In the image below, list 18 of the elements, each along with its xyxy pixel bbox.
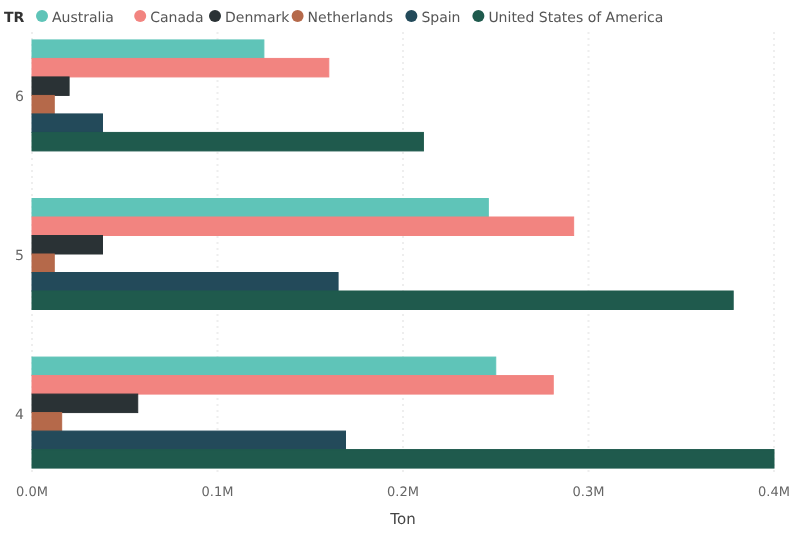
bar xyxy=(31,113,103,133)
bar xyxy=(31,76,70,96)
bar xyxy=(31,57,330,78)
bar xyxy=(31,235,103,255)
bar xyxy=(31,39,265,59)
bar xyxy=(31,272,339,292)
bar xyxy=(31,216,575,236)
bar xyxy=(31,290,734,310)
bar xyxy=(31,449,775,469)
bar xyxy=(31,131,424,152)
bar xyxy=(31,412,63,432)
bar xyxy=(31,253,55,273)
bar xyxy=(31,198,489,218)
bar xyxy=(31,356,497,377)
bar xyxy=(31,94,55,115)
bar xyxy=(31,393,139,414)
bar xyxy=(31,375,554,395)
bar xyxy=(31,430,346,451)
